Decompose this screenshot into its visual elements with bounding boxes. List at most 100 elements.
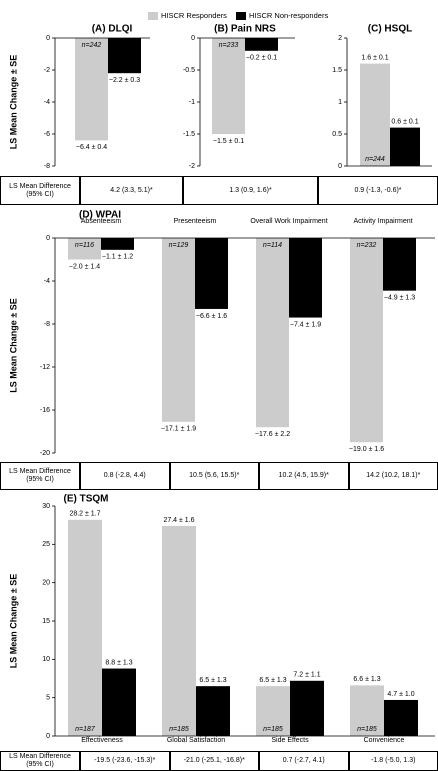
y-tick-label: -8 [44, 321, 50, 328]
n-label: n=114 [263, 242, 282, 249]
value-label: 6.5 ± 1.3 [199, 677, 226, 684]
value-label: −17.1 ± 1.9 [161, 426, 196, 433]
table-cell: 10.2 (4.5, 15.9)* [259, 462, 349, 490]
y-tick-label: -1 [189, 99, 195, 106]
value-label: −0.2 ± 0.1 [246, 55, 277, 62]
table-cell: -19.5 (-23.6, -15.3)* [80, 751, 170, 771]
n-label: n=129 [169, 242, 189, 249]
n-label: n=380 [115, 42, 135, 49]
n-label: n=116 [75, 242, 94, 249]
bar [350, 685, 384, 736]
value-label: −7.4 ± 1.9 [290, 321, 321, 328]
bar [195, 238, 228, 309]
value-label: 7.2 ± 1.1 [293, 672, 320, 679]
legend-label: HISCR Non-responders [249, 11, 328, 20]
bar [75, 38, 108, 141]
category-label: Activity Impairment [353, 218, 413, 225]
bar [196, 686, 230, 736]
n-label: n=287 [297, 726, 318, 733]
value-label: −1.5 ± 0.1 [213, 138, 244, 145]
y-tick-label: 0 [191, 35, 195, 42]
value-label: 27.4 ± 1.6 [163, 517, 194, 524]
n-label: n=287 [391, 726, 412, 733]
legend-label: HISCR Responders [161, 11, 227, 20]
y-tick-label: 1 [338, 99, 342, 106]
y-axis-label: LS Mean Change ± SE [8, 55, 18, 149]
bar [68, 519, 102, 736]
y-tick-label: 0 [338, 163, 342, 170]
bar [162, 525, 196, 736]
y-tick-label: -4 [44, 278, 50, 285]
bar [68, 238, 101, 260]
legend-swatch [148, 12, 158, 20]
y-tick-label: -16 [40, 407, 50, 414]
n-label: n=290 [109, 726, 129, 733]
n-label: n=242 [82, 42, 102, 49]
value-label: 1.6 ± 0.1 [361, 54, 388, 61]
bar [383, 238, 416, 291]
chart-title: (D) WPAI [79, 210, 121, 221]
bar [256, 686, 290, 736]
bar [256, 238, 289, 428]
category-label: Side Effects [271, 737, 309, 744]
value-label: −6.4 ± 0.4 [76, 144, 107, 151]
table-cell: 10.5 (5.6, 15.5)* [169, 462, 259, 490]
y-tick-label: -6 [44, 131, 50, 138]
y-tick-label: -12 [40, 364, 50, 371]
y-tick-label: -8 [44, 163, 50, 170]
bar [350, 238, 383, 443]
y-tick-label: 0 [46, 35, 50, 42]
value-label: −1.1 ± 1.2 [102, 254, 133, 261]
n-label: n=244 [365, 156, 385, 163]
category-label: Effectiveness [81, 737, 123, 744]
table-cell: 0.9 (-1.3, -0.6)* [318, 176, 438, 205]
bar [102, 668, 136, 736]
value-label: −2.0 ± 1.4 [69, 263, 100, 270]
category-label: Absenteeism [80, 218, 122, 225]
value-label: −4.9 ± 1.3 [384, 295, 415, 302]
y-tick-label: 15 [42, 618, 50, 625]
n-label: n=192 [202, 242, 222, 249]
n-label: n=185 [357, 726, 377, 733]
chart-title: (A) DLQI [92, 24, 133, 35]
value-label: −2.2 ± 0.3 [109, 77, 140, 84]
table-cell: 14.2 (10.2, 18.1)* [348, 462, 438, 490]
bar [360, 63, 390, 166]
y-tick-label: 30 [42, 503, 50, 510]
y-tick-label: 25 [42, 541, 50, 548]
bar [289, 238, 322, 318]
value-label: 28.2 ± 1.7 [69, 511, 100, 518]
value-label: 6.5 ± 1.3 [259, 677, 286, 684]
chart-title: (E) TSQM [64, 494, 109, 505]
value-label: 4.7 ± 1.0 [387, 691, 414, 698]
y-tick-label: 0.5 [332, 131, 342, 138]
table-row-label: LS Mean Difference (95% CI) [0, 462, 80, 490]
value-label: −17.6 ± 2.2 [255, 431, 290, 438]
legend-swatch [236, 12, 246, 20]
table-row-label: LS Mean Difference (95% CI) [0, 176, 80, 205]
y-tick-label: 5 [46, 695, 50, 702]
y-tick-label: -2 [189, 163, 195, 170]
bar [390, 127, 420, 166]
value-label: −19.0 ± 1.6 [349, 446, 384, 453]
bar [290, 680, 324, 736]
bar [101, 238, 134, 250]
bar [108, 38, 141, 74]
n-label: n=164 [108, 242, 128, 249]
bar [245, 38, 278, 51]
n-label: n=288 [203, 726, 223, 733]
y-axis-label: LS Mean Change ± SE [8, 298, 18, 392]
category-label: Convenience [363, 737, 405, 744]
y-tick-label: 10 [42, 656, 50, 663]
category-label: Global Satisfaction [166, 737, 226, 744]
table-cell: 0.8 (-2.8, 4.4) [80, 462, 170, 490]
n-label: n=363 [252, 42, 272, 49]
y-tick-label: -2 [44, 67, 50, 74]
n-label: n=233 [219, 42, 239, 49]
bar [162, 238, 195, 422]
y-tick-label: 0 [46, 733, 50, 740]
value-label: 6.6 ± 1.3 [353, 676, 380, 683]
y-tick-label: 1.5 [332, 67, 342, 74]
